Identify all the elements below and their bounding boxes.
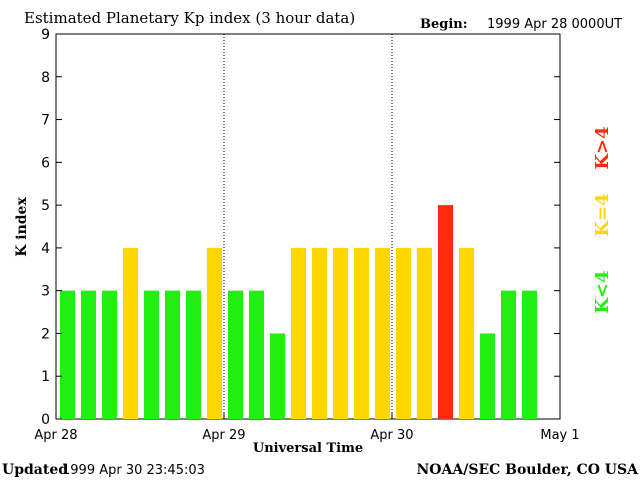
x-tick-label: Apr 29 bbox=[202, 428, 245, 443]
y-tick-label: 7 bbox=[41, 113, 50, 129]
kp-bar bbox=[206, 247, 223, 419]
begin-label: Begin: bbox=[420, 17, 468, 32]
kp-bar bbox=[353, 247, 370, 419]
kp-bar bbox=[122, 247, 139, 419]
updated-value: 1999 Apr 30 23:45:03 bbox=[62, 463, 205, 478]
plot-frame bbox=[55, 33, 561, 420]
source-credit: NOAA/SEC Boulder, CO USA bbox=[417, 462, 640, 478]
kp-bar bbox=[143, 290, 160, 419]
y-axis-label: K index bbox=[14, 197, 30, 257]
kp-bar bbox=[521, 290, 538, 419]
kp-bar bbox=[248, 290, 265, 419]
x-axis-label: Universal Time bbox=[253, 441, 363, 456]
y-tick-label: 4 bbox=[41, 241, 50, 257]
kp-bar bbox=[458, 247, 475, 419]
kp-bar bbox=[395, 247, 412, 419]
begin-value: 1999 Apr 28 0000UT bbox=[487, 17, 622, 32]
legend: K<4 K=4 K>4 bbox=[592, 126, 613, 313]
kp-bar bbox=[311, 247, 328, 419]
legend-item: K<4 bbox=[592, 270, 613, 313]
legend-item: K>4 bbox=[592, 126, 613, 169]
y-tick-label: 6 bbox=[41, 155, 50, 171]
kp-bar bbox=[374, 247, 391, 419]
kp-bar bbox=[437, 205, 454, 419]
bars bbox=[59, 205, 538, 419]
legend-item: K=4 bbox=[592, 193, 613, 236]
kp-bar bbox=[290, 247, 307, 419]
y-tick-label: 1 bbox=[41, 369, 50, 385]
y-tick-label: 0 bbox=[41, 412, 50, 428]
kp-bar bbox=[185, 290, 202, 419]
kp-bar bbox=[416, 247, 433, 419]
kp-bar bbox=[227, 290, 244, 419]
x-tick-label: May 1 bbox=[540, 428, 579, 443]
y-tick-label: 3 bbox=[41, 284, 50, 300]
x-tick-label: Apr 30 bbox=[370, 428, 413, 443]
x-tick-label: Apr 28 bbox=[34, 428, 77, 443]
day-dividers bbox=[223, 34, 393, 419]
kp-bar bbox=[59, 290, 76, 419]
x-axis-ticks: Apr 28 Apr 29 Apr 30 May 1 bbox=[34, 413, 580, 443]
kp-bar bbox=[80, 290, 97, 419]
y-tick-label: 8 bbox=[41, 70, 50, 86]
kp-bar bbox=[269, 333, 286, 419]
y-axis-ticks: 0 1 2 3 4 5 6 7 8 9 bbox=[41, 27, 560, 428]
kp-bar bbox=[479, 333, 496, 419]
y-tick-label: 5 bbox=[41, 198, 50, 214]
y-tick-label: 9 bbox=[41, 27, 50, 43]
chart-title: Estimated Planetary Kp index (3 hour dat… bbox=[24, 9, 355, 27]
y-tick-label: 2 bbox=[41, 326, 50, 342]
kp-bar bbox=[101, 290, 118, 419]
kp-bar bbox=[500, 290, 517, 419]
updated-label: Updated bbox=[2, 462, 68, 478]
kp-bar bbox=[332, 247, 349, 419]
kp-bar bbox=[164, 290, 181, 419]
